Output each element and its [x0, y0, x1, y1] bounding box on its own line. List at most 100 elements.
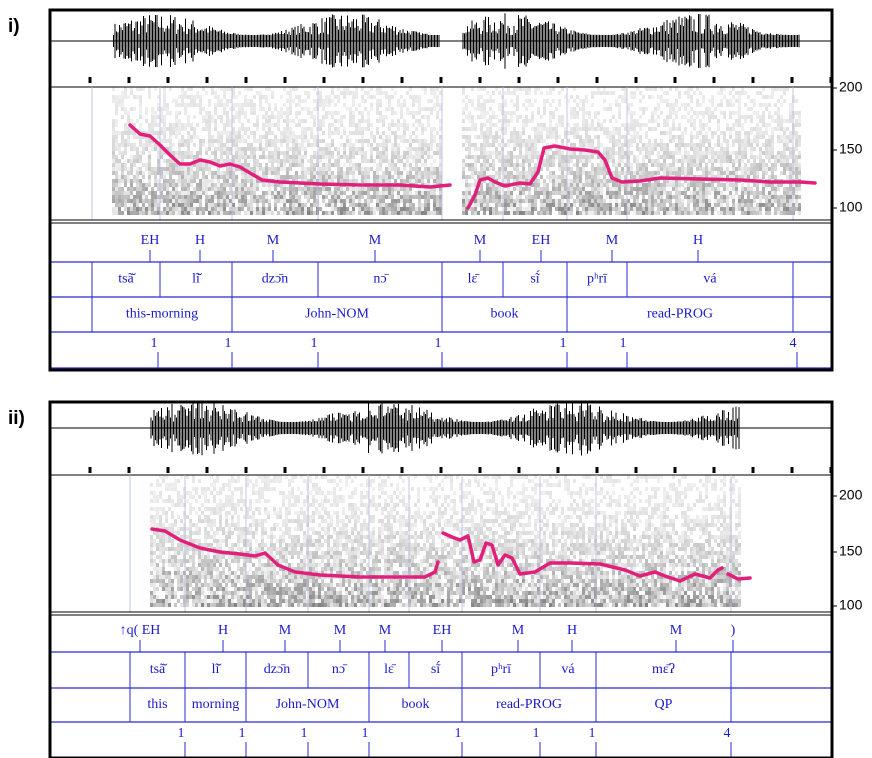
spectrogram-cell — [352, 179, 355, 183]
spectrogram-cell — [433, 179, 436, 183]
spectrogram-cell — [720, 99, 723, 103]
spectrogram-cell — [184, 187, 187, 191]
spectrogram-cell — [612, 191, 615, 195]
spectrogram-cell — [427, 99, 430, 103]
spectrogram-cell — [477, 95, 480, 99]
spectrogram-cell — [124, 207, 127, 211]
spectrogram-cell — [522, 155, 525, 159]
spectrogram-cell — [603, 147, 606, 151]
spectrogram-cell — [798, 143, 801, 147]
spectrogram-cell — [181, 139, 184, 143]
spectrogram-cell — [510, 155, 513, 159]
spectrogram-cell — [765, 211, 768, 215]
spectrogram-cell — [154, 131, 157, 135]
spectrogram-cell — [277, 111, 280, 115]
spectrogram-cell — [681, 203, 684, 207]
spectrogram-cell — [507, 143, 510, 147]
spectrogram-cell — [798, 115, 801, 119]
spectrogram-cell — [226, 131, 229, 135]
spectrogram-cell — [744, 135, 747, 139]
spectrogram-cell — [217, 175, 220, 179]
spectrogram-cell — [666, 115, 669, 119]
spectrogram-cell — [181, 91, 184, 95]
spectrogram-cell — [433, 203, 436, 207]
spectrogram-cell — [735, 91, 738, 95]
spectrogram-cell — [244, 111, 247, 115]
spectrogram-cell — [193, 175, 196, 179]
spectrogram-cell — [771, 167, 774, 171]
spectrogram-cell — [436, 87, 439, 91]
spectrogram-cell — [373, 211, 376, 215]
spectrogram-cell — [202, 107, 205, 111]
spectrogram-cell — [540, 139, 543, 143]
spectrogram-cell — [579, 127, 582, 131]
spectrogram-cell — [139, 171, 142, 175]
spectrogram-cell — [424, 91, 427, 95]
spectrogram-cell — [130, 163, 133, 167]
spectrogram-cell — [370, 143, 373, 147]
spectrogram-cell — [792, 155, 795, 159]
spectrogram-cell — [304, 99, 307, 103]
spectrogram-cell — [759, 151, 762, 155]
spectrogram-cell — [618, 103, 621, 107]
spectrogram-cell — [181, 187, 184, 191]
spectrogram-cell — [346, 211, 349, 215]
spectrogram-cell — [612, 183, 615, 187]
spectrogram-cell — [226, 155, 229, 159]
spectrogram-cell — [352, 115, 355, 119]
spectrogram-cell — [208, 127, 211, 131]
spectrogram-cell — [678, 191, 681, 195]
spectrogram-cell — [427, 207, 430, 211]
spectrogram-cell — [388, 203, 391, 207]
spectrogram-cell — [334, 147, 337, 151]
spectrogram-cell — [720, 151, 723, 155]
spectrogram-cell — [376, 167, 379, 171]
spectrogram-cell — [501, 199, 504, 203]
spectrogram-cell — [780, 115, 783, 119]
spectrogram-cell — [552, 111, 555, 115]
spectrogram-cell — [130, 203, 133, 207]
spectrogram-cell — [118, 183, 121, 187]
spectrogram-cell — [690, 155, 693, 159]
spectrogram-cell — [202, 211, 205, 215]
spectrogram-cell — [349, 91, 352, 95]
spectrogram-cell — [798, 211, 801, 215]
spectrogram-cell — [283, 203, 286, 207]
spectrogram-cell — [501, 147, 504, 151]
spectrogram-cell — [325, 191, 328, 195]
spectrogram-cell — [579, 135, 582, 139]
spectrogram-cell — [654, 147, 657, 151]
spectrogram-cell — [226, 211, 229, 215]
spectrogram-cell — [217, 131, 220, 135]
spectrogram-cell — [184, 175, 187, 179]
spectrogram-cell — [169, 159, 172, 163]
spectrogram-cell — [265, 87, 268, 91]
spectrogram-cell — [346, 171, 349, 175]
time-tick — [752, 467, 755, 473]
spectrogram-cell — [642, 95, 645, 99]
spectrogram-cell — [244, 127, 247, 131]
spectrogram-cell — [690, 159, 693, 163]
spectrogram-cell — [322, 195, 325, 199]
spectrogram-cell — [762, 183, 765, 187]
spectrogram-cell — [753, 155, 756, 159]
spectrogram-cell — [609, 195, 612, 199]
spectrogram-cell — [156, 515, 159, 519]
spectrogram-cell — [156, 587, 159, 591]
spectrogram-cell — [316, 191, 319, 195]
spectrogram-cell — [304, 91, 307, 95]
spectrogram-cell — [789, 151, 792, 155]
spectrogram-cell — [561, 175, 564, 179]
spectrogram-cell — [343, 147, 346, 151]
spectrogram-cell — [112, 191, 115, 195]
spectrogram-cell — [549, 163, 552, 167]
spectrogram-cell — [606, 195, 609, 199]
spectrogram-cell — [495, 151, 498, 155]
spectrogram-cell — [178, 171, 181, 175]
spectrogram-cell — [573, 171, 576, 175]
spectrogram-cell — [250, 203, 253, 207]
spectrogram-cell — [232, 207, 235, 211]
spectrogram-cell — [516, 143, 519, 147]
spectrogram-cell — [717, 135, 720, 139]
spectrogram-cell — [528, 99, 531, 103]
